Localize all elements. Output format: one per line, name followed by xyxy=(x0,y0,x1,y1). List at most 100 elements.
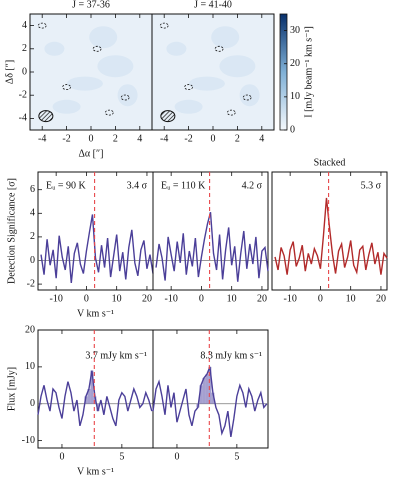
x-tick-label: -10 xyxy=(49,293,62,304)
annotation: 3.7 mJy km s⁻¹ xyxy=(85,350,147,361)
x-axis-label: Δα [″] xyxy=(79,148,104,159)
map-blotch xyxy=(89,26,118,49)
x-tick-label: 20 xyxy=(376,293,386,304)
y-tick-label: 0 xyxy=(30,255,35,266)
contour xyxy=(37,22,47,29)
y-tick-label: 4 xyxy=(30,208,35,219)
contour xyxy=(214,45,224,52)
map-blotch xyxy=(174,99,203,114)
flux-shade xyxy=(202,377,206,404)
map-blotch xyxy=(44,41,65,56)
map-blotch xyxy=(166,41,187,56)
panel-frame xyxy=(152,171,269,291)
flux-shade xyxy=(96,403,100,412)
x-tick-label: -10 xyxy=(283,293,296,304)
map-blotch xyxy=(52,99,81,114)
flux-shade xyxy=(208,366,212,404)
annotation: 8.3 mJy km s⁻¹ xyxy=(200,350,262,361)
contour xyxy=(92,45,102,52)
annotation: 5.3 σ xyxy=(361,180,382,191)
x-tick-label: 4 xyxy=(259,133,264,144)
y-tick-label: 10 xyxy=(25,361,35,372)
x-tick-label: 0 xyxy=(211,133,216,144)
annotation: 3.4 σ xyxy=(127,180,148,191)
x-tick-label: 4 xyxy=(137,133,142,144)
x-tick-label: 5 xyxy=(119,451,124,462)
map-blotch xyxy=(219,55,256,78)
panel-title: J = 41-40 xyxy=(194,0,232,10)
x-tick-label: 20 xyxy=(142,293,152,304)
flux-shade xyxy=(199,385,203,404)
x-tick-label: -4 xyxy=(38,133,46,144)
y-tick-label: 2 xyxy=(22,43,27,54)
spectrum-line xyxy=(152,366,268,438)
y-axis-label: Flux [mJy] xyxy=(6,367,17,411)
map-blotch xyxy=(66,76,103,91)
y-tick-label: -2 xyxy=(19,89,27,100)
colorbar xyxy=(279,13,288,131)
y-tick-label: 0 xyxy=(22,66,27,77)
spectrum-line xyxy=(274,197,388,275)
map-blotch xyxy=(239,84,260,107)
x-tick-label: 0 xyxy=(84,293,89,304)
colorbar-tick-label: 10 xyxy=(290,91,300,102)
x-tick-label: 0 xyxy=(89,133,94,144)
contour xyxy=(159,22,169,29)
x-tick-label: 2 xyxy=(113,133,118,144)
x-tick-label: 2 xyxy=(235,133,240,144)
x-tick-label: 10 xyxy=(227,293,237,304)
panel-frame xyxy=(37,329,154,449)
annotation: Eᵤ = 110 K xyxy=(161,180,206,191)
y-tick-label: 2 xyxy=(30,231,35,242)
colorbar-tick-label: 30 xyxy=(290,25,300,36)
x-tick-label: -2 xyxy=(184,133,192,144)
panel-title: J = 37-36 xyxy=(72,0,110,10)
beam xyxy=(160,110,176,123)
contour xyxy=(120,94,130,101)
y-tick-label: 4 xyxy=(22,20,27,31)
y-tick-label: 20 xyxy=(25,324,35,335)
x-tick-label: 0 xyxy=(174,451,179,462)
contour xyxy=(104,109,114,116)
x-tick-label: -10 xyxy=(164,293,177,304)
x-tick-label: 5 xyxy=(234,451,239,462)
panel-frame xyxy=(271,171,388,291)
colorbar-tick-label: 0 xyxy=(290,124,295,135)
beam xyxy=(38,110,54,123)
x-tick-label: -4 xyxy=(160,133,168,144)
map-blotch xyxy=(188,76,225,91)
contour xyxy=(184,84,194,90)
y-axis-label: Detection Significance [σ] xyxy=(6,178,17,284)
x-tick-label: 0 xyxy=(199,293,204,304)
x-axis-label: V km s⁻¹ xyxy=(77,308,114,319)
flux-shade xyxy=(205,374,209,404)
x-axis-label: V km s⁻¹ xyxy=(77,466,114,477)
flux-shade xyxy=(211,392,215,404)
spectrum-line xyxy=(37,370,153,427)
y-tick-label: -10 xyxy=(22,435,35,446)
panel-frame xyxy=(152,329,269,449)
map-blotch xyxy=(117,84,138,107)
x-tick-label: 10 xyxy=(346,293,356,304)
colorbar-label: I [mJy beam⁻¹ km s⁻¹] xyxy=(303,26,314,118)
spectrum-line xyxy=(155,211,269,282)
x-tick-label: 0 xyxy=(59,451,64,462)
contour xyxy=(242,94,252,101)
x-tick-label: 20 xyxy=(257,293,267,304)
annotation: 4.2 σ xyxy=(242,180,263,191)
contour xyxy=(62,84,71,90)
map-blotch xyxy=(211,26,240,49)
spectrum-line xyxy=(40,214,154,283)
annotation: Eᵤ = 90 K xyxy=(46,180,87,191)
flux-shade xyxy=(90,370,94,404)
x-tick-label: 10 xyxy=(112,293,122,304)
flux-shade xyxy=(93,396,97,404)
y-tick-label: -2 xyxy=(27,278,35,289)
x-tick-label: 0 xyxy=(318,293,323,304)
contour xyxy=(226,109,236,116)
flux-shade xyxy=(87,389,91,404)
y-tick-label: 6 xyxy=(30,184,35,195)
y-tick-label: -4 xyxy=(19,113,27,124)
colorbar-tick-label: 20 xyxy=(290,58,300,69)
